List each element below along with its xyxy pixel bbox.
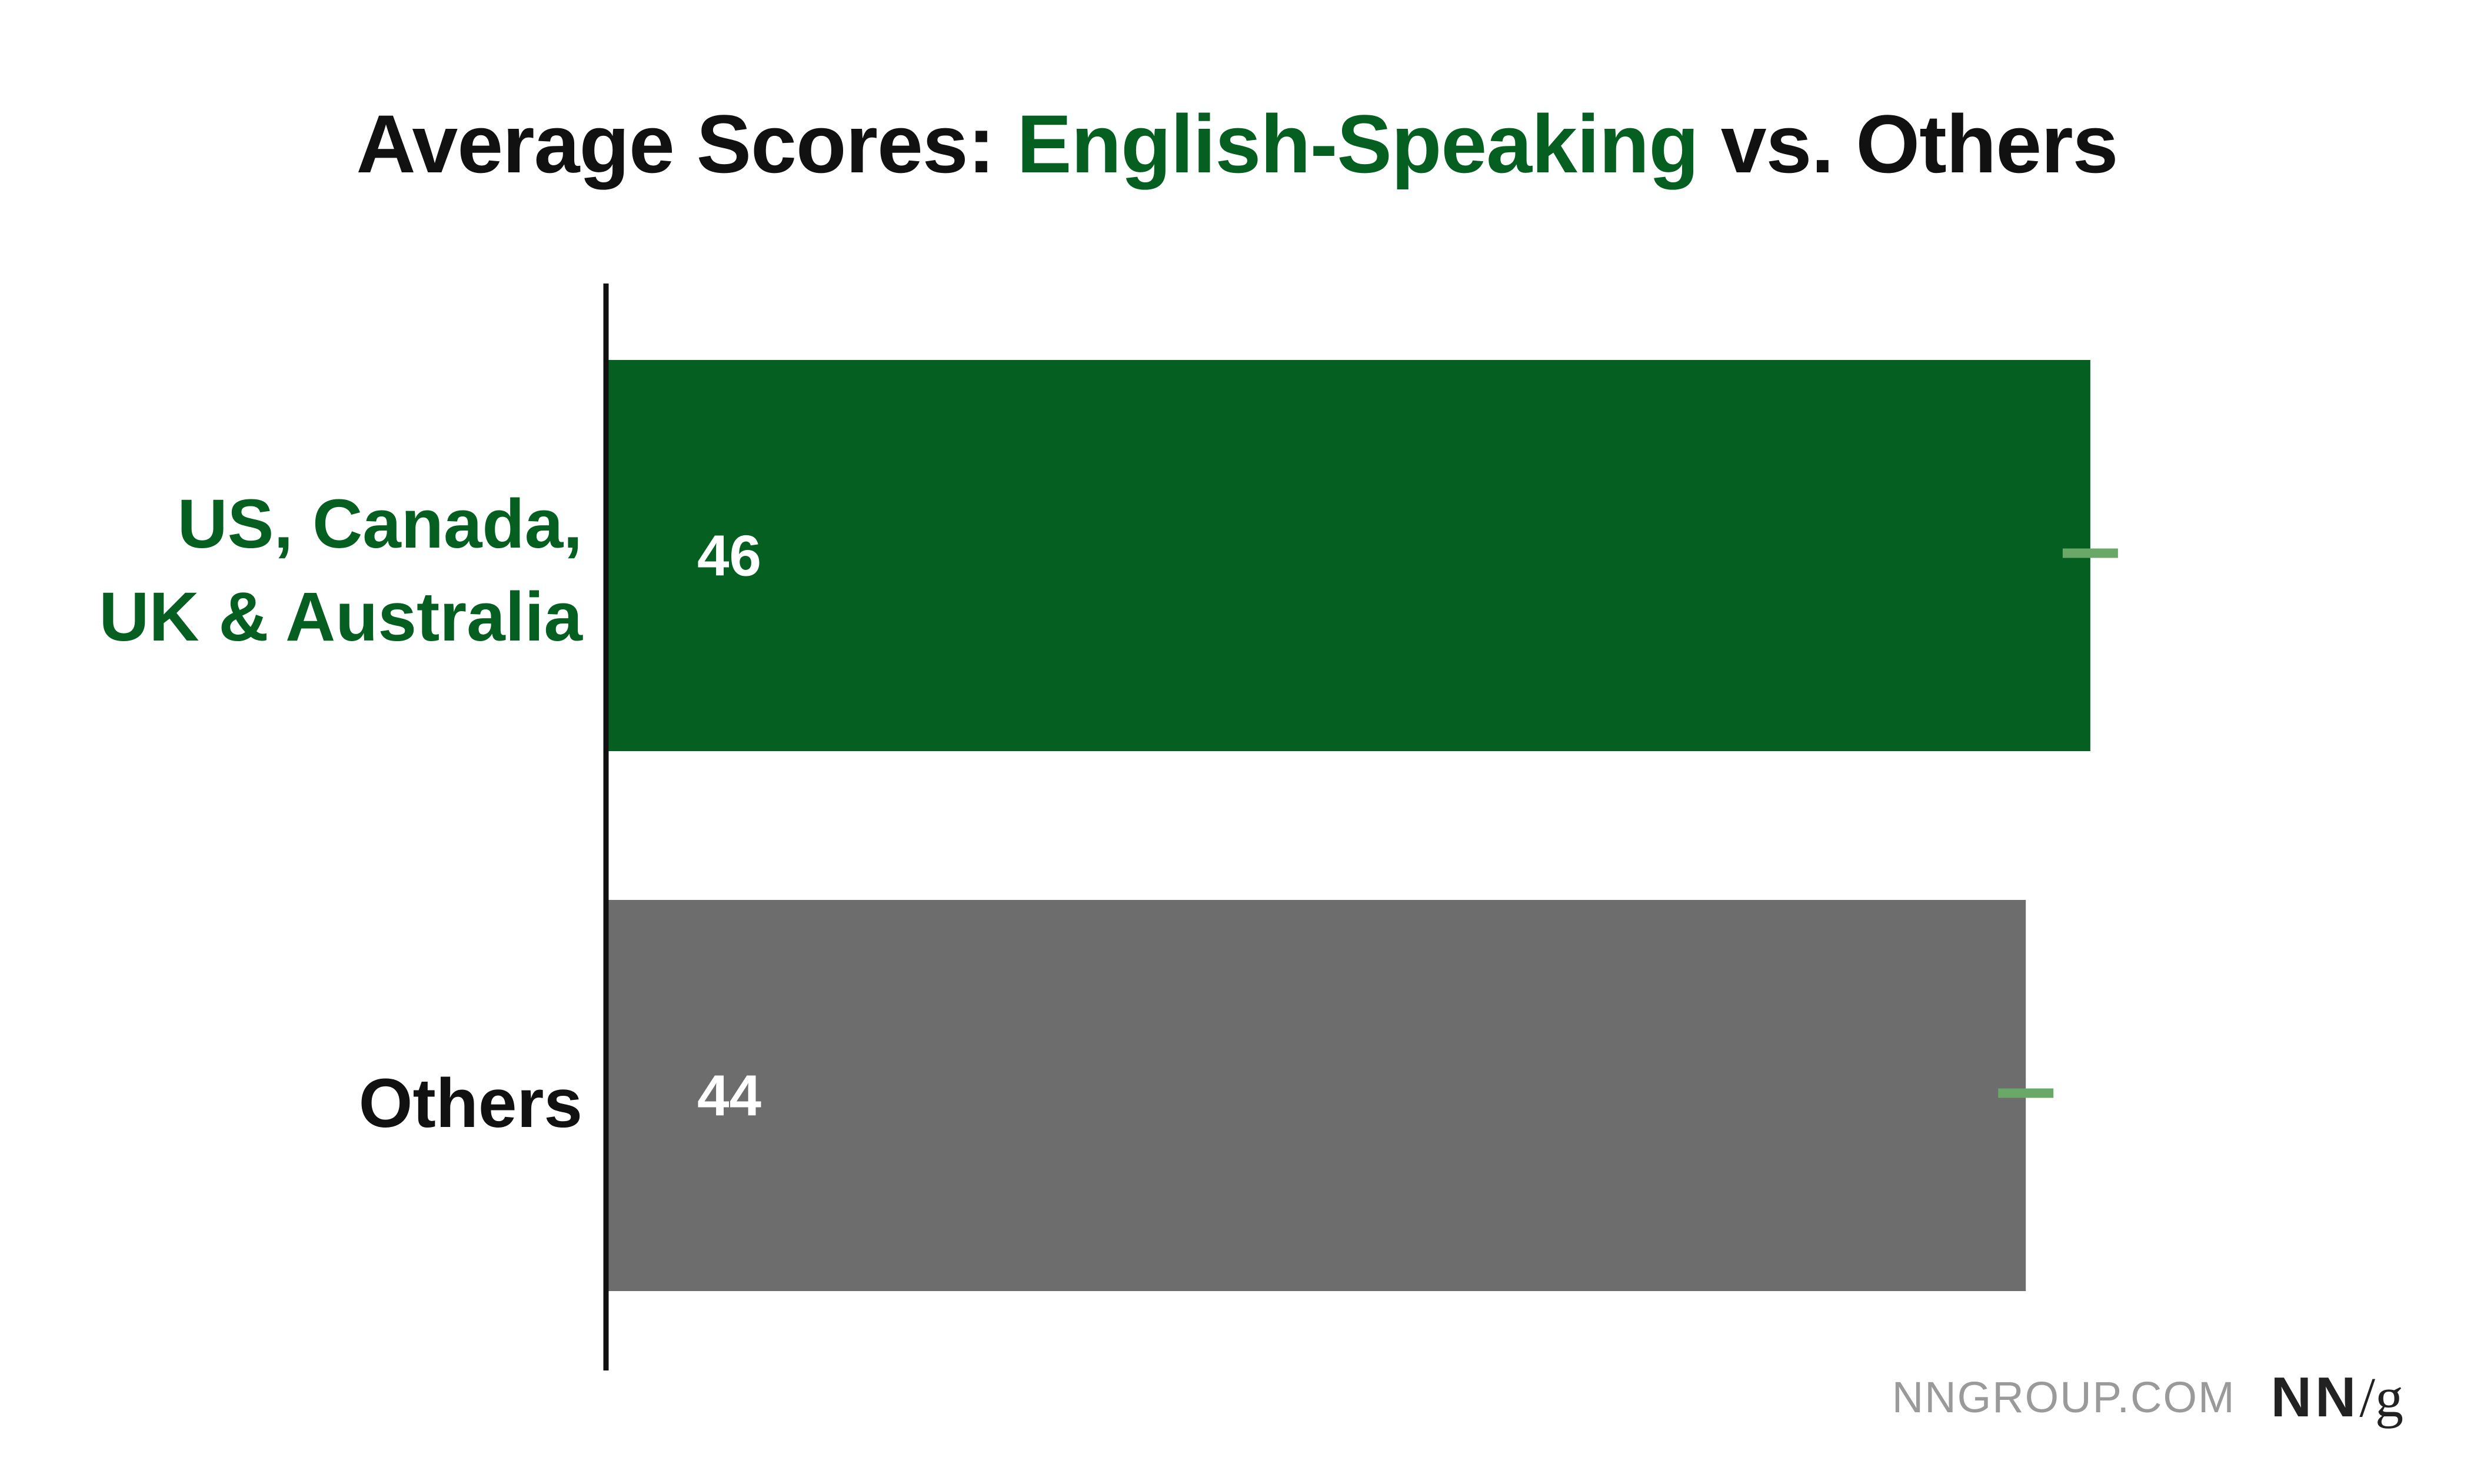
category-label-others: Others [359, 1057, 582, 1150]
category-label-line: US, Canada, [177, 485, 582, 563]
nng-logo: NN/g [2271, 1365, 2403, 1430]
logo-nn: NN [2270, 1365, 2360, 1429]
title-after: vs. Others [1698, 98, 2119, 190]
category-label-english-speaking: US, Canada, UK & Australia [99, 478, 582, 663]
bar-1 [606, 900, 2026, 1291]
footer: NNGROUP.COM NN/g [1892, 1359, 2403, 1435]
data-label-1: 44 [697, 1063, 761, 1128]
site-url: NNGROUP.COM [1892, 1372, 2236, 1422]
logo-g: g [2375, 1365, 2403, 1429]
title-highlight: English-Speaking [1017, 98, 1699, 190]
logo-slash: / [2359, 1365, 2375, 1429]
category-label-line: Others [358, 1065, 582, 1142]
chart-title: Average Scores: English-Speaking vs. Oth… [0, 88, 2474, 200]
category-label-line: UK & Australia [99, 578, 582, 656]
bar-0 [606, 360, 2090, 751]
data-label-0: 46 [697, 523, 761, 588]
title-before: Average Scores: [356, 98, 1017, 190]
